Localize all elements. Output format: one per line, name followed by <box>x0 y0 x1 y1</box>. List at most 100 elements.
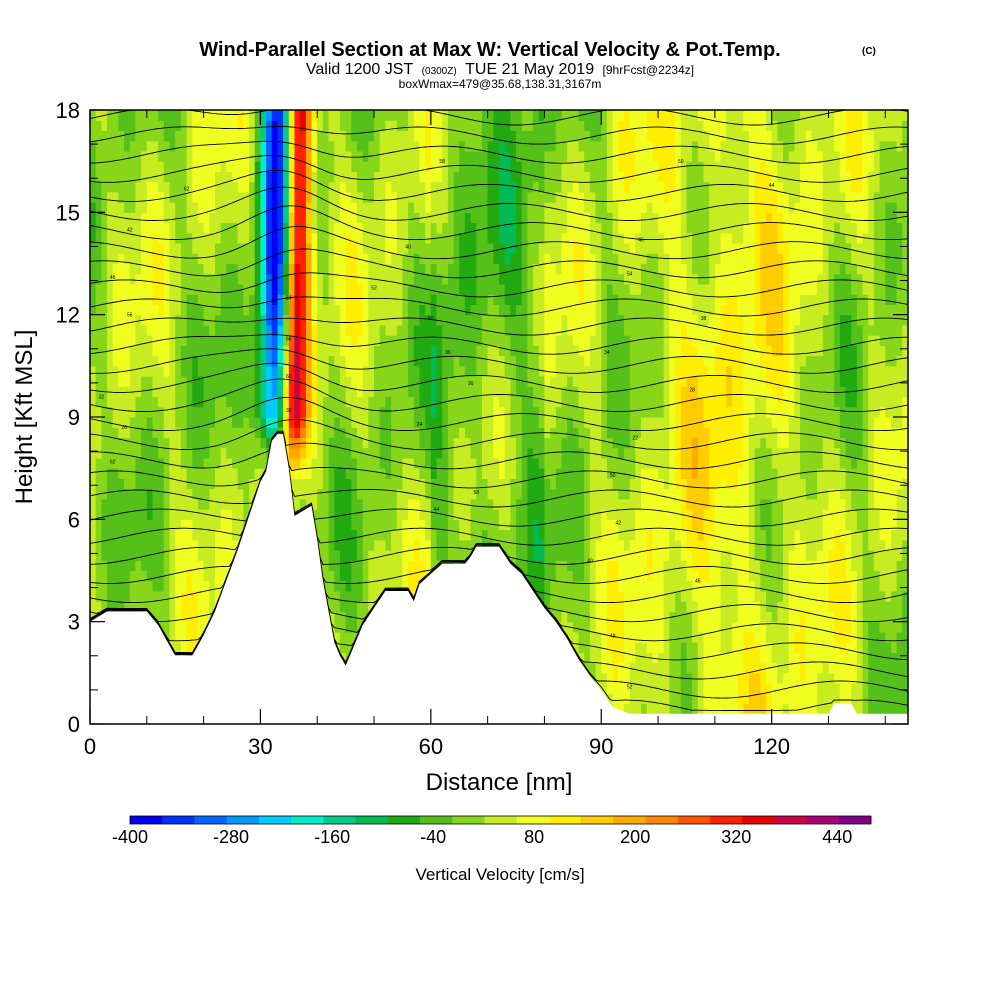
field-cell <box>203 181 210 193</box>
field-cell <box>550 181 557 193</box>
field-cell <box>504 304 511 316</box>
field-cell <box>413 222 421 234</box>
field-cell <box>107 539 114 551</box>
field-cell <box>447 345 455 357</box>
field-cell <box>550 253 557 265</box>
field-cell <box>413 140 421 152</box>
field-cell <box>294 314 301 326</box>
field-cell <box>180 314 188 326</box>
field-cell <box>266 243 273 254</box>
field-cell <box>402 468 409 479</box>
field-cell <box>180 498 188 510</box>
field-cell <box>209 468 216 479</box>
field-cell <box>510 417 517 428</box>
field-cell <box>357 376 364 387</box>
field-cell <box>141 570 148 582</box>
field-cell <box>311 427 318 438</box>
field-cell <box>141 294 148 305</box>
field-cell <box>226 294 233 305</box>
field-cell <box>260 263 267 275</box>
field-cell <box>357 191 364 203</box>
field-cell <box>436 171 443 183</box>
field-cell <box>425 110 432 121</box>
field-cell <box>237 335 244 346</box>
field-cell <box>158 212 165 224</box>
field-cell <box>158 202 165 213</box>
field-cell <box>277 396 284 408</box>
field-cell <box>482 437 489 449</box>
field-cell <box>464 478 472 490</box>
field-cell <box>124 181 131 193</box>
field-cell <box>311 447 318 459</box>
field-cell <box>101 529 108 541</box>
field-cell <box>141 488 148 500</box>
field-cell <box>243 161 250 172</box>
field-cell <box>107 222 114 234</box>
field-cell <box>215 376 222 387</box>
field-cell <box>232 509 239 520</box>
field-cell <box>118 335 125 346</box>
field-cell <box>288 171 296 183</box>
field-cell <box>129 488 137 500</box>
field-cell <box>459 191 466 203</box>
field-cell <box>95 550 102 561</box>
field-cell <box>124 509 131 520</box>
field-cell <box>470 335 477 346</box>
field-cell <box>538 212 546 224</box>
field-cell <box>538 335 546 346</box>
field-cell <box>362 601 369 612</box>
field-cell <box>402 284 409 295</box>
field-cell <box>385 130 392 142</box>
field-cell <box>152 570 159 582</box>
field-cell <box>220 161 227 172</box>
field-cell <box>249 110 256 121</box>
field-cell <box>322 457 330 469</box>
field-cell <box>175 191 182 203</box>
field-cell <box>107 181 114 193</box>
field-cell <box>408 560 415 572</box>
field-cell <box>425 294 432 305</box>
field-cell <box>129 150 137 162</box>
field-cell <box>516 140 523 152</box>
field-cell <box>288 396 296 408</box>
field-cell <box>379 437 386 449</box>
field-cell <box>368 529 375 541</box>
field-cell <box>180 457 188 469</box>
field-cell <box>334 161 341 172</box>
field-cell <box>368 161 375 172</box>
field-cell <box>408 498 415 510</box>
field-cell <box>322 365 330 377</box>
field-cell <box>180 284 188 295</box>
field-cell <box>555 232 563 244</box>
field-cell <box>385 478 392 490</box>
field-cell <box>283 386 290 398</box>
field-cell <box>283 324 290 336</box>
field-cell <box>243 294 250 305</box>
field-cell <box>328 324 335 336</box>
field-cell <box>152 417 159 428</box>
field-cell <box>209 222 216 234</box>
field-cell <box>277 171 284 183</box>
field-cell <box>379 284 386 295</box>
field-cell <box>357 263 364 275</box>
field-cell <box>430 550 438 561</box>
field-cell <box>442 273 449 285</box>
field-cell <box>419 263 426 275</box>
field-cell <box>510 376 517 387</box>
field-cell <box>391 120 398 131</box>
field-cell <box>249 417 256 428</box>
field-cell <box>493 314 500 326</box>
field-cell <box>175 386 182 398</box>
field-cell <box>237 314 244 326</box>
field-cell <box>232 263 239 275</box>
field-cell <box>396 324 404 336</box>
field-cell <box>175 550 182 561</box>
field-cell <box>396 488 404 500</box>
field-cell <box>396 171 404 183</box>
field-cell <box>129 580 137 592</box>
field-cell <box>499 273 506 285</box>
field-cell <box>533 273 540 285</box>
field-cell <box>357 335 364 346</box>
field-cell <box>277 140 284 152</box>
field-cell <box>220 457 227 469</box>
